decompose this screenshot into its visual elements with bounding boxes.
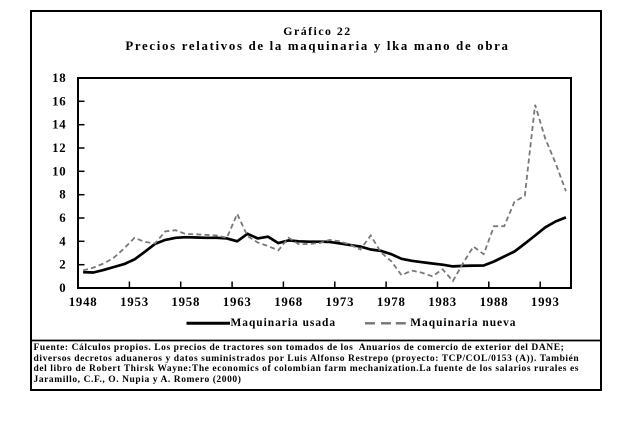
svg-text:14: 14	[52, 118, 66, 132]
svg-text:4: 4	[59, 234, 66, 248]
svg-text:16: 16	[52, 94, 66, 108]
svg-text:Maquinaria nueva: Maquinaria nueva	[410, 317, 516, 329]
svg-text:Maquinaria usada: Maquinaria usada	[231, 317, 337, 329]
svg-text:1948: 1948	[69, 295, 98, 309]
svg-text:1983: 1983	[428, 295, 457, 309]
svg-text:1978: 1978	[377, 295, 406, 309]
svg-text:1993: 1993	[531, 295, 560, 309]
svg-text:1968: 1968	[274, 295, 303, 309]
svg-text:1958: 1958	[171, 295, 200, 309]
svg-text:12: 12	[52, 141, 66, 155]
svg-text:1953: 1953	[120, 295, 149, 309]
svg-text:1988: 1988	[480, 295, 509, 309]
svg-text:1973: 1973	[326, 295, 355, 309]
svg-text:10: 10	[52, 164, 66, 178]
svg-text:6: 6	[59, 211, 66, 225]
svg-text:1963: 1963	[223, 295, 252, 309]
svg-text:18: 18	[52, 71, 66, 85]
svg-text:2: 2	[59, 258, 66, 272]
svg-text:0: 0	[59, 281, 66, 295]
svg-text:8: 8	[59, 188, 66, 202]
